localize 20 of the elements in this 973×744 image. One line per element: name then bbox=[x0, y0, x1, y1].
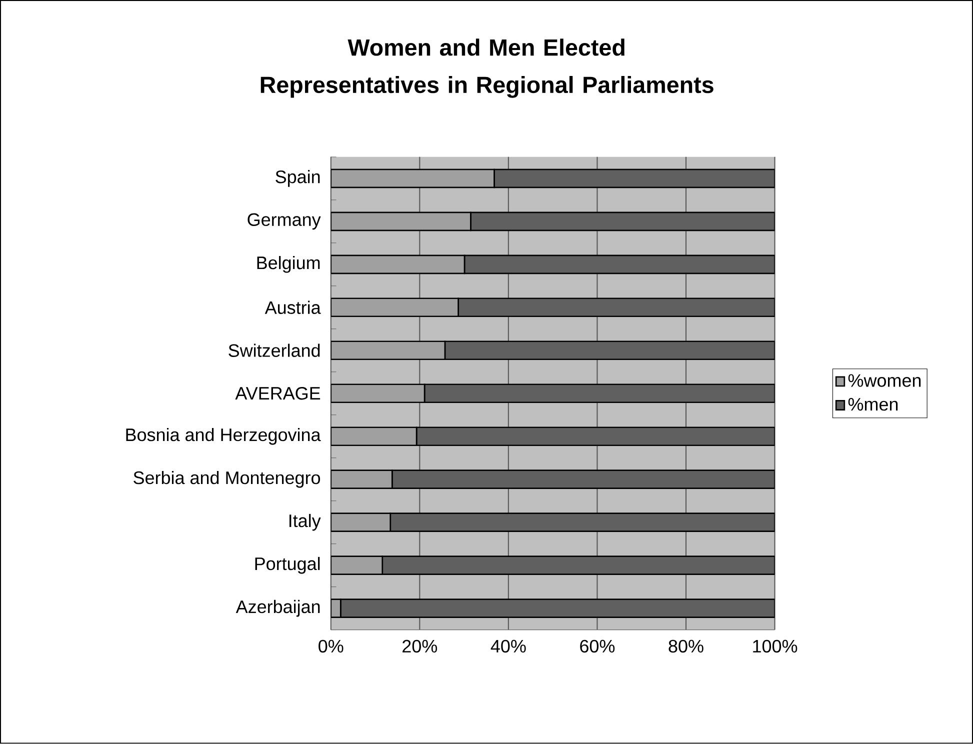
x-tick-label: 100% bbox=[753, 640, 798, 653]
x-tick-label: 80% bbox=[668, 640, 704, 653]
y-tick-label: AVERAGE bbox=[235, 387, 320, 400]
legend-label: %women bbox=[848, 374, 921, 387]
y-tick-label: Austria bbox=[264, 300, 321, 314]
y-tick-label: Belgium bbox=[257, 256, 320, 273]
y-tick-label: Serbia and Montenegro bbox=[134, 471, 320, 488]
y-tick-label: Switzerland bbox=[228, 344, 320, 358]
y-tick-label: Portugal bbox=[255, 557, 320, 574]
x-tick-label: 20% bbox=[402, 640, 438, 653]
y-tick-label: Azerbaijan bbox=[236, 600, 320, 617]
legend-label: %men bbox=[848, 398, 898, 411]
x-tick-label: 40% bbox=[490, 640, 526, 653]
y-tick-label: Bosnia and Herzegovina bbox=[126, 428, 321, 445]
y-tick-label: Italy bbox=[289, 514, 321, 531]
chart-title: Women and Men Elected Representatives in Regional Parliaments bbox=[260, 38, 714, 98]
x-tick-label: 60% bbox=[580, 640, 615, 653]
y-tick-label: Spain bbox=[276, 170, 320, 187]
y-tick-label: Germany bbox=[248, 213, 321, 230]
x-tick-label: 0% bbox=[318, 640, 344, 653]
